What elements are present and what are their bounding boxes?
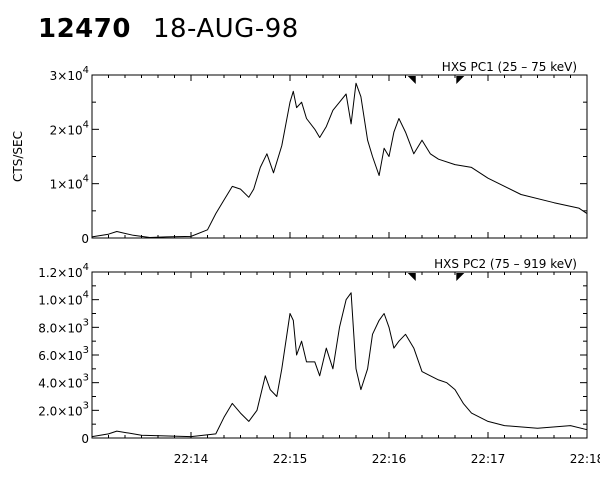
y-tick-label: 1×104 — [50, 174, 89, 192]
plot-frame — [91, 271, 588, 439]
chart-panel-2: 0 2.0×103 4.0×103 6.0×103 8.0×103 1.0×104 1.2×… — [38, 257, 600, 466]
x-tick-label: 22:16 — [372, 452, 407, 466]
y-tick-label: 4.0×103 — [38, 373, 89, 391]
time-marker — [456, 76, 465, 84]
panel-title: HXS PC2 (75 – 919 keV) — [434, 257, 577, 271]
y-tick-label: 8.0×103 — [38, 317, 89, 335]
chart-panel-1: 0 1×104 2×104 3×104 CTS/SEC HXS PC1 (25 – 75 … — [11, 60, 588, 246]
time-marker — [407, 273, 416, 281]
y-tick-label: 6.0×103 — [38, 345, 89, 363]
series-line — [91, 292, 588, 438]
y-tick-label: 1.2×104 — [38, 262, 89, 280]
y-tick-label: 0 — [81, 432, 89, 446]
x-tick-label: 22:18 — [570, 452, 600, 466]
y-tick-label: 2.0×103 — [38, 400, 89, 418]
time-marker — [407, 76, 416, 84]
panel-title: HXS PC1 (25 – 75 keV) — [442, 60, 577, 74]
plot-frame — [91, 74, 588, 239]
series-line — [91, 82, 588, 238]
x-tick-label: 22:15 — [273, 452, 308, 466]
y-tick-label: 2×104 — [50, 119, 89, 137]
x-tick-label: 22:17 — [471, 452, 506, 466]
page-title: 12470 18-AUG-98 — [38, 14, 299, 44]
y-tick-label: 0 — [81, 232, 89, 246]
y-axis-label: CTS/SEC — [11, 131, 25, 182]
event-number: 12470 — [38, 14, 131, 44]
y-tick-label: 1.0×104 — [38, 290, 89, 308]
y-tick-label: 3×104 — [50, 65, 89, 83]
event-date: 18-AUG-98 — [152, 14, 299, 44]
x-tick-label: 22:14 — [174, 452, 209, 466]
time-marker — [456, 273, 465, 281]
